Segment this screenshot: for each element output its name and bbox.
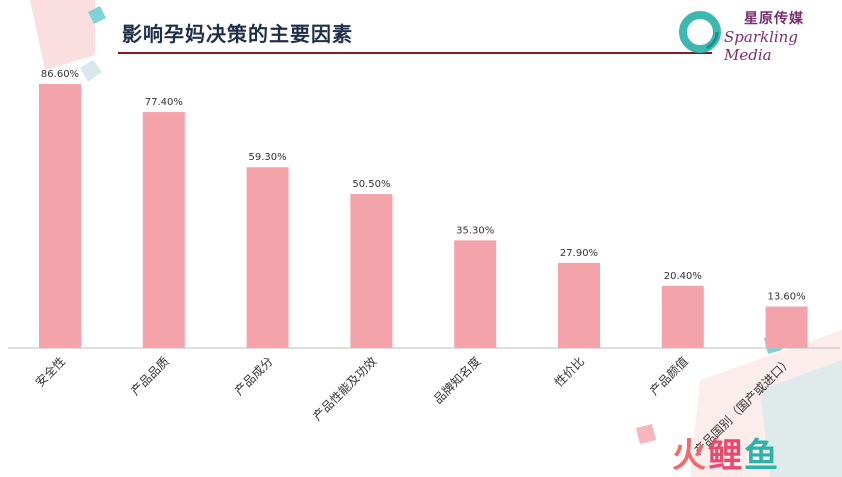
category-label-3: 产品成分 xyxy=(232,354,276,398)
bar-1 xyxy=(39,84,81,348)
watermark-char-3: 鱼 xyxy=(744,436,780,476)
bar-5 xyxy=(454,240,497,348)
bar-4 xyxy=(350,194,393,348)
category-label-6: 性价比 xyxy=(552,354,587,389)
category-label-1: 安全性 xyxy=(32,354,68,390)
data-label-4: 50.50% xyxy=(352,179,390,190)
brand-name-cn: 星原传媒 xyxy=(744,11,804,27)
page-title: 影响孕妈决策的主要因素 xyxy=(122,22,353,46)
data-label-1: 86.60% xyxy=(41,69,79,80)
watermark-char-1: 火 xyxy=(672,436,708,476)
brand-name-en: Sparkling Media xyxy=(724,28,798,64)
data-label-2: 77.40% xyxy=(145,97,183,108)
deco-teal-shape-bottom-right xyxy=(760,360,842,477)
bar-2 xyxy=(142,112,185,348)
data-label-7: 20.40% xyxy=(664,271,702,282)
bar-3 xyxy=(246,167,289,348)
deco-pink-small-bottom xyxy=(636,424,656,444)
bar-7 xyxy=(661,285,704,348)
brand-logo-icon xyxy=(679,11,721,53)
category-label-4: 产品性能及功效 xyxy=(310,354,380,424)
deco-teal-square-top-left xyxy=(88,6,106,24)
data-label-3: 59.30% xyxy=(249,152,287,163)
data-label-8: 13.60% xyxy=(768,292,806,303)
bar-8 xyxy=(765,306,808,348)
data-label-6: 27.90% xyxy=(560,248,598,259)
watermark-char-2: 鲤 xyxy=(708,436,744,476)
deco-gray-square-top-left xyxy=(80,60,102,82)
title-underline xyxy=(118,52,712,54)
category-label-5: 品牌知名度 xyxy=(430,354,483,407)
category-label-2: 产品品质 xyxy=(128,354,172,398)
watermark-logo: 火鲤鱼 xyxy=(672,428,780,477)
data-label-5: 35.30% xyxy=(456,225,494,236)
deco-pink-square-top-left xyxy=(30,0,95,70)
bar-6 xyxy=(558,262,600,348)
category-label-7: 产品颜值 xyxy=(646,354,691,399)
